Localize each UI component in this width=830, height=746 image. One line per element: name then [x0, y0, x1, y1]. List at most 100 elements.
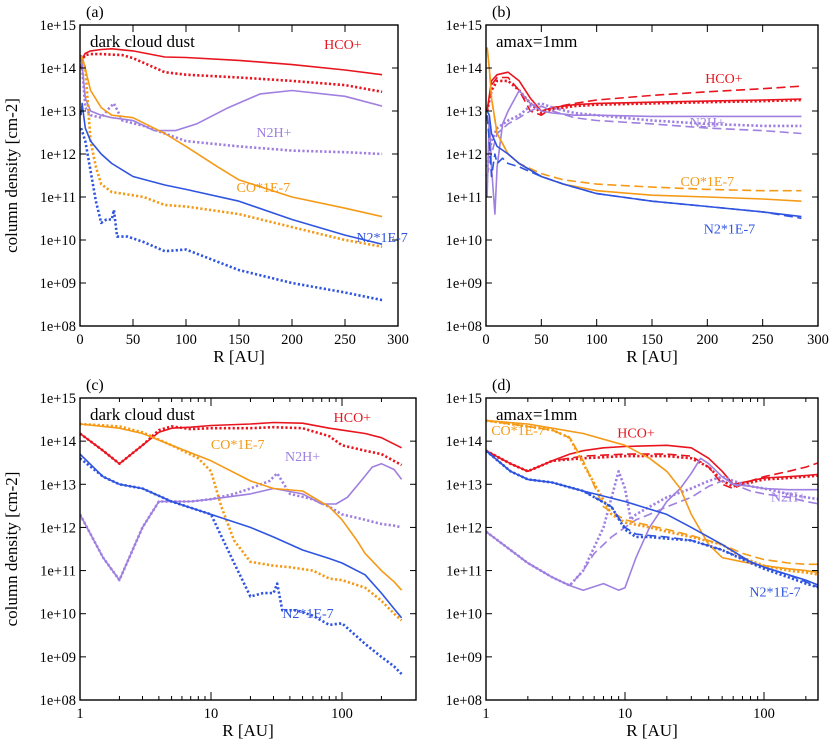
x-tick-label: 10 — [204, 706, 219, 722]
series-hco-dotted — [80, 425, 403, 467]
x-tick-label: 10 — [618, 706, 633, 722]
y-tick-label: 1e+08 — [40, 693, 76, 709]
x-axis-label: R [AU] — [626, 347, 677, 366]
series-n2-dotted — [486, 449, 818, 589]
series-hco-solid — [80, 421, 402, 465]
panel-b: 1e+08 1e+09 1e+10 1e+11 1e+12 1e+13 1e+14 1e+15… — [446, 4, 829, 366]
series-label: HCO+ — [324, 38, 362, 53]
series-co-solid — [486, 47, 802, 202]
series-co-dashed — [486, 47, 802, 192]
x-axis-label: R [AU] — [626, 721, 677, 740]
series-co-dotted — [80, 56, 383, 248]
series-group — [486, 419, 818, 592]
series-n2h-dashed — [486, 105, 802, 177]
series-label: N2H+ — [771, 490, 806, 505]
panel-label: (d) — [492, 377, 511, 394]
y-tick-label: 1e+09 — [446, 650, 482, 666]
x-tick-label: 100 — [331, 706, 353, 722]
y-tick-label: 1e+15 — [446, 391, 482, 407]
x-tick-label: 300 — [807, 332, 829, 348]
series-co-solid — [80, 423, 403, 591]
y-tick-label: 1e+12 — [40, 520, 76, 536]
panel-annotation: dark cloud dust — [90, 32, 195, 51]
y-tick-label: 1e+08 — [446, 319, 482, 335]
series-label: CO*1E-7 — [491, 424, 545, 439]
plot-frame — [79, 397, 417, 701]
x-tick-label: 100 — [175, 332, 197, 348]
y-tick-label: 1e+10 — [40, 233, 76, 249]
panel-label: (b) — [492, 4, 511, 21]
series-n2-dashed — [486, 115, 802, 220]
series-label: CO*1E-7 — [680, 175, 734, 190]
series-label: N2H+ — [285, 450, 320, 465]
series-label: N2*1E-7 — [356, 231, 407, 246]
series-n2h-solid — [80, 55, 383, 132]
y-tick-label: 1e+14 — [446, 434, 483, 450]
x-tick-label: 150 — [641, 332, 663, 348]
panel-d: 1e+08 1e+09 1e+10 1e+11 1e+12 1e+13 1e+14 1e+15… — [446, 377, 819, 740]
y-tick-label: 1e+08 — [446, 693, 482, 709]
y-tick-label: 1e+13 — [446, 477, 482, 493]
series-label: CO*1E-7 — [237, 181, 291, 196]
series-n2h-solid — [80, 462, 403, 581]
series-label: CO*1E-7 — [211, 438, 265, 453]
x-axis-label: R [AU] — [213, 347, 264, 366]
y-tick-label: 1e+13 — [446, 104, 482, 120]
series-hco-dotted — [486, 79, 802, 115]
y-tick-label: 1e+12 — [446, 147, 482, 163]
x-tick-label: 200 — [696, 332, 718, 348]
series-n2h-solid — [486, 89, 802, 215]
y-tick-label: 1e+09 — [40, 276, 76, 292]
y-tick-label: 1e+12 — [446, 520, 482, 536]
y-tick-label: 1e+14 — [446, 61, 483, 77]
series-co-dotted — [80, 422, 403, 622]
y-tick-label: 1e+10 — [40, 607, 76, 623]
x-tick-label: 1 — [482, 706, 489, 722]
series-label: N2*1E-7 — [704, 223, 755, 238]
y-tick-label: 1e+15 — [40, 391, 76, 407]
x-tick-label: 100 — [753, 706, 775, 722]
series-n2h-dotted — [80, 54, 383, 156]
y-tick-label: 1e+09 — [40, 650, 76, 666]
panel-annotation: amax=1mm — [496, 32, 577, 51]
y-tick-label: 1e+13 — [40, 477, 76, 493]
y-tick-label: 1e+12 — [40, 147, 76, 163]
series-co-solid — [486, 419, 818, 574]
y-tick-label: 1e+15 — [446, 18, 482, 34]
series-label: N2H+ — [690, 116, 725, 131]
y-tick-label: 1e+11 — [40, 190, 76, 206]
y-tick-label: 1e+10 — [446, 233, 482, 249]
y-tick-label: 1e+14 — [40, 434, 77, 450]
panel-a: 1e+08 1e+09 1e+10 1e+11 1e+12 1e+13 1e+14 1e+15… — [2, 4, 409, 366]
x-tick-label: 300 — [387, 332, 409, 348]
series-hco-solid — [486, 444, 818, 486]
x-tick-label: 150 — [228, 332, 250, 348]
y-tick-label: 1e+11 — [446, 190, 482, 206]
panel-label: (a) — [86, 4, 104, 21]
series-co-dotted — [486, 419, 818, 576]
x-tick-label: 1 — [76, 706, 83, 722]
series-co-solid — [80, 54, 383, 218]
y-axis-label: column density [cm-2] — [2, 98, 21, 253]
series-n2h-dotted — [486, 469, 818, 587]
series-n2-dotted — [80, 457, 403, 675]
y-tick-label: 1e+10 — [446, 607, 482, 623]
series-label: N2*1E-7 — [749, 586, 800, 601]
series-label: HCO+ — [617, 427, 655, 442]
series-label: HCO+ — [705, 72, 743, 87]
y-tick-label: 1e+08 — [40, 319, 76, 335]
panel-annotation: amax=1mm — [496, 405, 577, 424]
y-tick-label: 1e+15 — [40, 18, 76, 34]
series-n2-dotted — [80, 127, 383, 302]
series-n2-solid — [80, 453, 403, 619]
series-n2-dashed — [486, 450, 818, 589]
panel-label: (c) — [86, 377, 104, 394]
x-tick-label: 200 — [281, 332, 303, 348]
y-tick-label: 1e+09 — [446, 276, 482, 292]
y-tick-label: 1e+14 — [40, 61, 77, 77]
y-axis-label: column density [cm-2] — [2, 472, 21, 627]
y-tick-label: 1e+11 — [446, 564, 482, 580]
series-co-dashed — [486, 419, 818, 566]
series-label: N2*1E-7 — [282, 607, 333, 622]
series-group — [80, 421, 403, 675]
